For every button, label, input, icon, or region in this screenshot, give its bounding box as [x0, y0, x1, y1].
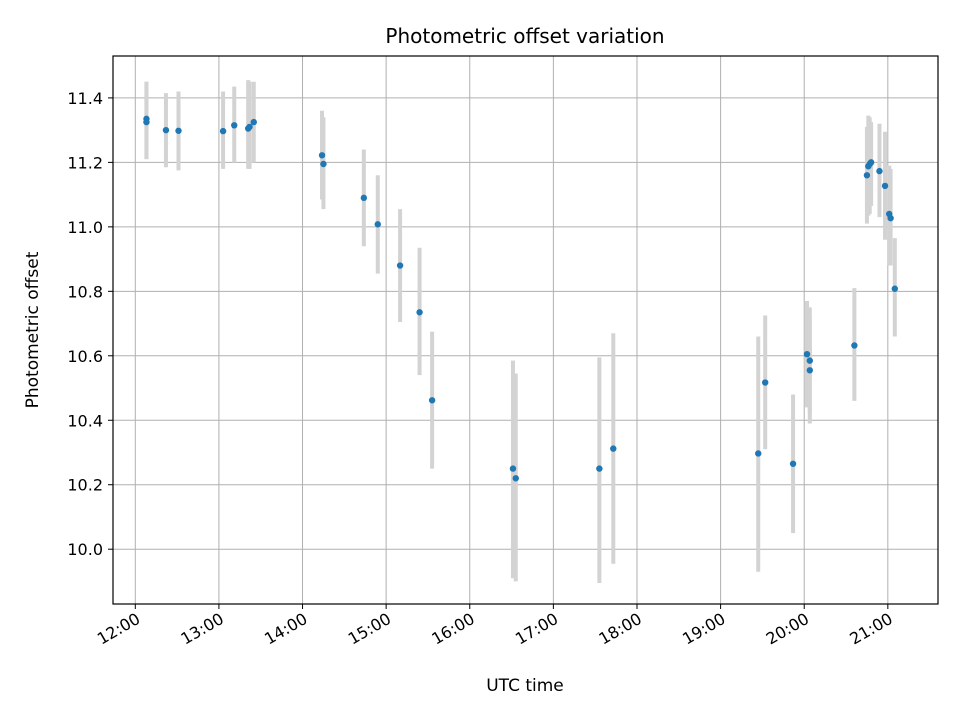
x-axis-label: UTC time: [486, 676, 564, 696]
data-point: [789, 460, 797, 467]
x-tick-label: 14:00: [261, 609, 310, 649]
y-tick-label: 10.2: [67, 476, 103, 495]
x-tick-label: 18:00: [596, 609, 645, 649]
data-point: [162, 126, 170, 134]
x-tick-label: 19:00: [679, 609, 728, 649]
data-point: [509, 465, 517, 472]
x-axis: 12:00 13:00 14:00 15:00 16:00 17:00 18:00 19:00…: [94, 604, 896, 649]
y-tick-label: 11.2: [67, 153, 103, 172]
data-point: [175, 127, 182, 134]
data-point: [250, 118, 257, 126]
data-point: [806, 367, 813, 374]
x-tick-label: 17:00: [512, 609, 561, 649]
data-point: [219, 127, 227, 135]
y-tick-label: 11.0: [67, 218, 103, 237]
grid: [113, 56, 938, 604]
y-axis-label: Photometric offset: [23, 251, 43, 408]
data-point: [863, 172, 871, 179]
data-points: [143, 115, 898, 482]
x-tick-label: 16:00: [428, 609, 477, 649]
data-point: [246, 123, 253, 131]
data-point: [231, 122, 238, 129]
data-point: [761, 379, 769, 386]
data-point: [867, 159, 875, 166]
data-point: [881, 182, 889, 190]
data-point: [512, 475, 519, 482]
data-point: [360, 194, 368, 202]
data-point: [803, 350, 811, 358]
y-axis: 10.0 10.2 10.4 10.6 10.8 11.0 11.2 11.4: [67, 89, 113, 559]
data-point: [806, 357, 813, 364]
data-point: [891, 285, 898, 292]
data-point: [887, 214, 894, 222]
x-tick-label: 20:00: [763, 609, 812, 649]
y-tick-label: 10.8: [67, 282, 103, 301]
data-point: [876, 167, 883, 175]
y-tick-label: 10.4: [67, 411, 103, 430]
data-point: [755, 450, 762, 457]
plot-area-frame: [112, 55, 939, 605]
y-tick-label: 10.0: [67, 540, 103, 559]
x-tick-label: 13:00: [177, 609, 226, 649]
y-tick-label: 11.4: [67, 89, 103, 108]
x-tick-label: 12:00: [94, 609, 143, 649]
y-tick-label: 10.6: [67, 347, 103, 366]
data-point: [374, 221, 381, 228]
data-point: [610, 445, 617, 452]
data-point: [396, 262, 404, 269]
data-point: [416, 309, 423, 316]
data-point: [143, 118, 150, 126]
x-tick-label: 15:00: [345, 609, 394, 649]
error-bars: [144, 80, 897, 584]
data-point: [596, 465, 603, 472]
x-tick-label: 21:00: [846, 609, 895, 649]
data-point: [318, 152, 326, 159]
data-point: [851, 342, 858, 349]
data-point: [428, 397, 436, 404]
chart-title: Photometric offset variation: [385, 24, 664, 48]
data-point: [320, 160, 327, 168]
